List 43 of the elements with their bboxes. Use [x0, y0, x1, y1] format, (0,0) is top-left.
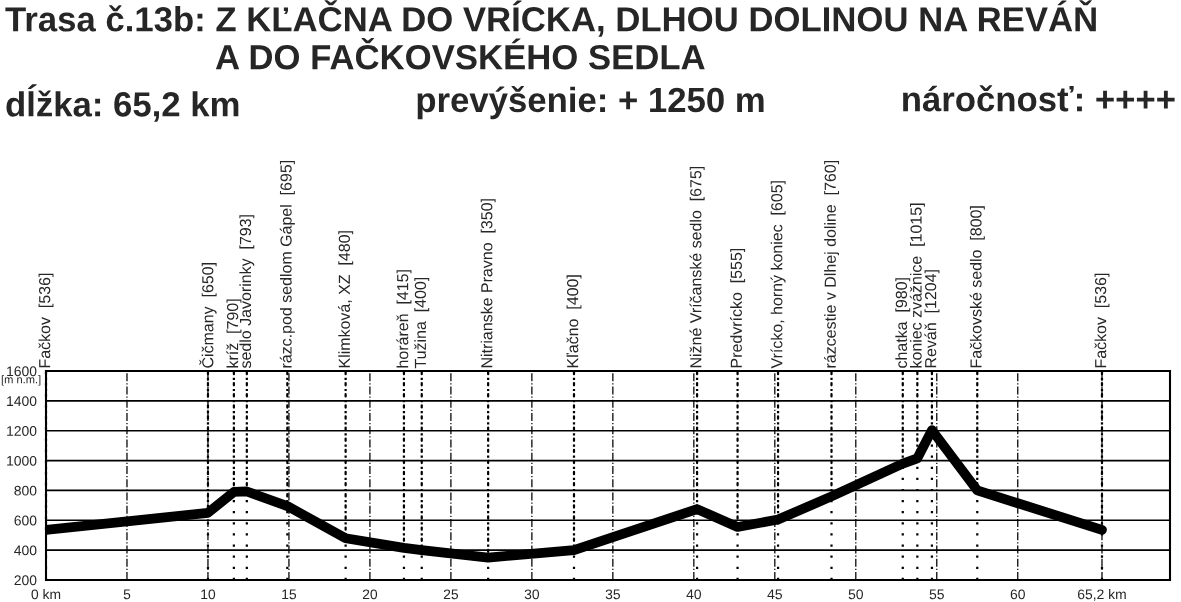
y-tick-label: 1200 [7, 426, 37, 436]
x-tick-label: 25 [443, 589, 459, 600]
annotation: Fačkov [536] [38, 273, 54, 368]
annotation: horáreň [415] [396, 270, 412, 368]
annotation: Predvrícko [555] [730, 248, 746, 368]
x-tick-label: 15 [282, 589, 297, 600]
x-tick-label: 60 [1010, 589, 1025, 600]
x-tick-label: 10 [201, 589, 216, 600]
annotation: chatka [980] [895, 278, 911, 368]
annotation: koniec zvážnice [1015] [909, 203, 925, 368]
annotation: Kľačno [400] [566, 275, 582, 368]
x-tick-label: 50 [848, 589, 863, 600]
x-tick-label: 20 [362, 589, 378, 600]
x-tick-label: 45 [767, 589, 782, 600]
annotation: rázcestie v Dlhej doline [760] [823, 160, 840, 368]
x-tick-label: 30 [524, 589, 540, 600]
x-tick-label: 35 [605, 589, 620, 600]
annotation: Fačkovské sedlo [800] [969, 206, 985, 368]
annotation: Fačkov [536] [1094, 273, 1110, 368]
y-tick-label: 1400 [7, 396, 37, 407]
x-tick-label: 65,2 km [1077, 589, 1126, 601]
annotation: rázc.pod sedlom Gápel [695] [279, 160, 295, 368]
x-tick-label: 5 [123, 589, 131, 600]
x-tick-label: 0 km [31, 589, 61, 600]
x-tick-label: 55 [929, 589, 944, 600]
y-axis-title: [m n.m.] [1, 375, 41, 386]
annotation: Reváň [1204] [924, 270, 940, 368]
y-tick-label: 800 [14, 485, 37, 496]
text: náročnosť: ++++ [903, 85, 1175, 112]
annotation: Nižné Vríčanské sedlo [675] [689, 166, 705, 368]
annotation: Vrícko, horný koniec [605] [770, 181, 786, 369]
x-tick-label: 40 [686, 589, 702, 600]
y-tick-label: 1000 [7, 455, 37, 466]
annotation: Nitrianske Pravno [350] [480, 199, 496, 368]
annotation: Tužina [400] [414, 277, 430, 369]
y-tick-label: 600 [14, 515, 37, 526]
y-tick-label: 400 [14, 545, 37, 556]
text: prevýšenie: + 1250 m [417, 86, 764, 120]
annotation: Klimková, XZ [480] [338, 231, 354, 368]
y-tick-label: 1600 [7, 366, 37, 377]
y-tick-label: 200 [14, 575, 37, 586]
text: dĺžka: 65,2 km [6, 84, 239, 122]
annotation: Čičmany [650] [199, 263, 217, 368]
